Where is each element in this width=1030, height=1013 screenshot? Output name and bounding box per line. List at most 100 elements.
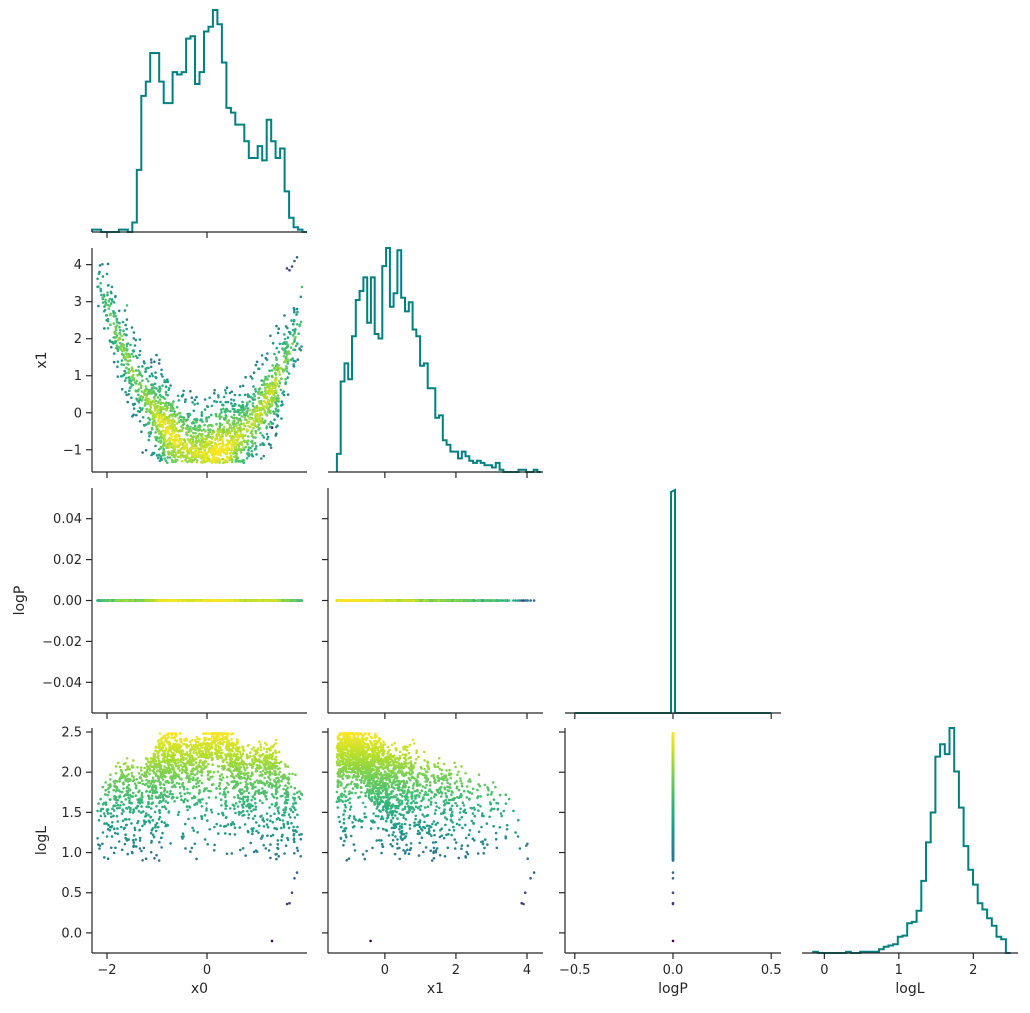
scatter-point [112,360,116,364]
scatter-point [131,373,135,377]
scatter-point [272,381,275,385]
scatter-point [134,369,138,372]
scatter-point [280,377,283,380]
scatter-point [207,454,210,458]
scatter-point [266,352,269,355]
scatter-point [214,412,218,416]
scatter-point [124,323,127,327]
scatter-point [242,439,246,443]
scatter-point [246,407,250,410]
scatter-point [265,425,269,428]
scatter-point [145,423,148,426]
scatter-point [282,354,286,358]
scatter-point [174,443,178,447]
scatter-point [239,404,243,408]
scatter-point [296,310,299,314]
scatter-point [260,379,263,382]
scatter-point [150,426,154,430]
scatter-point [154,435,157,439]
scatter-point [278,379,281,383]
scatter-point [151,374,154,378]
scatter-point [251,402,255,405]
scatter-point [299,320,303,324]
scatter-point [103,300,107,304]
scatter-point [235,449,239,453]
scatter-point [254,363,258,367]
scatter-point [259,417,263,421]
scatter-point [195,428,198,432]
scatter-point [172,599,175,602]
scatter-point [170,458,174,462]
scatter-point [177,417,180,420]
scatter-point [175,451,179,455]
scatter-point [263,401,267,404]
scatter-point [143,393,146,397]
scatter-point [215,422,218,426]
scatter-point [278,381,282,385]
scatter-point [171,418,175,421]
scatter-point [152,422,156,425]
scatter-point [171,422,174,425]
scatter-point [126,359,129,363]
scatter-point [266,410,270,414]
scatter-point [228,391,232,395]
scatter-point [263,419,267,423]
scatter-point [292,348,295,352]
scatter-point [160,373,163,376]
scatter-point [141,416,145,419]
scatter-point [260,402,264,406]
scatter-point [526,599,529,602]
scatter-point [204,434,207,438]
scatter-point [230,402,233,405]
scatter-point [122,363,125,367]
scatter-point [141,365,144,368]
scatter-point [108,297,112,301]
scatter-point [179,456,183,459]
scatter-point [267,374,271,378]
scatter-point [261,443,265,446]
scatter-point [129,386,132,389]
scatter-point [292,363,295,366]
scatter-point [280,417,283,420]
scatter-point [282,369,286,373]
scatter-point [290,319,293,322]
scatter-point [157,456,160,460]
scatter-point [245,418,248,422]
scatter-point [99,289,103,293]
scatter-point [299,295,303,299]
scatter-point [277,384,281,388]
scatter-point [153,419,156,423]
scatter-point [138,353,141,357]
scatter-point [294,335,297,339]
scatter-point [163,415,166,418]
scatter-point [118,332,122,336]
scatter-point [280,404,283,407]
scatter-point [124,352,128,355]
scatter-point [163,435,166,439]
scatter-point [218,424,222,428]
y-tick-label: 0.04 [53,512,82,527]
scatter-point [133,402,137,406]
scatter-point [156,396,160,399]
scatter-point [119,329,122,332]
scatter-point [512,599,515,602]
scatter-point [174,413,178,417]
scatter-point [123,379,127,383]
scatter-point [112,301,116,304]
scatter-point [250,422,254,425]
scatter-point [124,358,127,361]
scatter-point [226,400,230,404]
scatter-point [168,445,171,448]
scatter-point [239,451,243,454]
scatter-point [133,344,137,347]
scatter-point [106,291,109,294]
scatter-point [153,382,157,386]
scatter-point [167,453,170,456]
scatter-point [109,313,112,317]
scatter-point [125,333,128,337]
scatter-point [230,390,234,394]
scatter-point [194,431,197,435]
scatter-point [206,435,210,439]
scatter-point [173,460,176,463]
scatter-point [249,412,252,416]
